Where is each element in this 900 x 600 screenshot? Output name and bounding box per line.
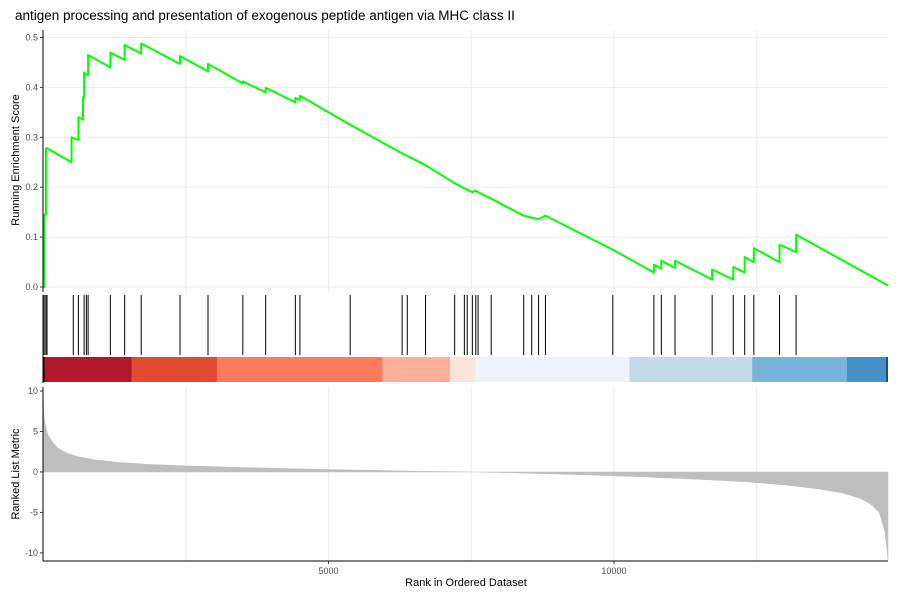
color-band [43, 357, 132, 382]
x-axis-ticks: 5000 10000 [318, 561, 626, 576]
ranked-y-tick-label: 5 [33, 427, 38, 437]
enrichment-score-line [43, 42, 889, 288]
color-band [382, 357, 451, 382]
enrichment-y-ticks: 0.0 0.1 0.2 0.3 0.4 0.5 [25, 32, 43, 292]
ranked-axes [42, 387, 888, 562]
color-band [846, 357, 888, 382]
x-tick-label: 5000 [318, 566, 338, 576]
ranked-metric-area [42, 390, 889, 560]
ranked-area-group [42, 390, 889, 560]
ranked-y-tick-label: -10 [25, 548, 38, 558]
enrichment-y-tick-label: 0.0 [25, 282, 38, 292]
enrichment-y-tick-label: 0.5 [25, 32, 38, 42]
enrichment-line-group [43, 42, 889, 288]
enrichment-grid [43, 30, 888, 292]
color-band-marks [43, 357, 888, 382]
enrichment-panel: 0.0 0.1 0.2 0.3 0.4 0.5 Running Enrichment Sc… [10, 30, 889, 292]
hits-panel [42, 295, 888, 383]
color-band [217, 357, 383, 382]
ranked-y-axis-label: Ranked List Metric [10, 428, 22, 520]
x-axis-label: Rank in Ordered Dataset [405, 577, 527, 589]
enrichment-y-tick-label: 0.3 [25, 132, 38, 142]
ranked-y-tick-label: 0 [33, 467, 38, 477]
ranked-panel: 10 5 0 -5 -10 Ranked List Metric [10, 386, 889, 562]
ranked-y-ticks: 10 5 0 -5 -10 [25, 386, 43, 558]
color-band [131, 357, 218, 382]
enrichment-y-tick-label: 0.1 [25, 232, 38, 242]
enrichment-y-axis-label: Running Enrichment Score [10, 94, 22, 225]
color-band [629, 357, 753, 382]
enrichment-y-tick-label: 0.2 [25, 182, 38, 192]
color-band [450, 357, 476, 382]
x-tick-label: 10000 [601, 566, 626, 576]
chart-title: antigen processing and presentation of e… [15, 8, 515, 23]
color-band [752, 357, 847, 382]
ranked-y-tick-label: 10 [28, 386, 38, 396]
gene-hit-marks [43, 295, 797, 355]
enrichment-y-tick-label: 0.4 [25, 82, 38, 92]
ranked-y-tick-label: -5 [30, 507, 38, 517]
color-band [475, 357, 630, 382]
